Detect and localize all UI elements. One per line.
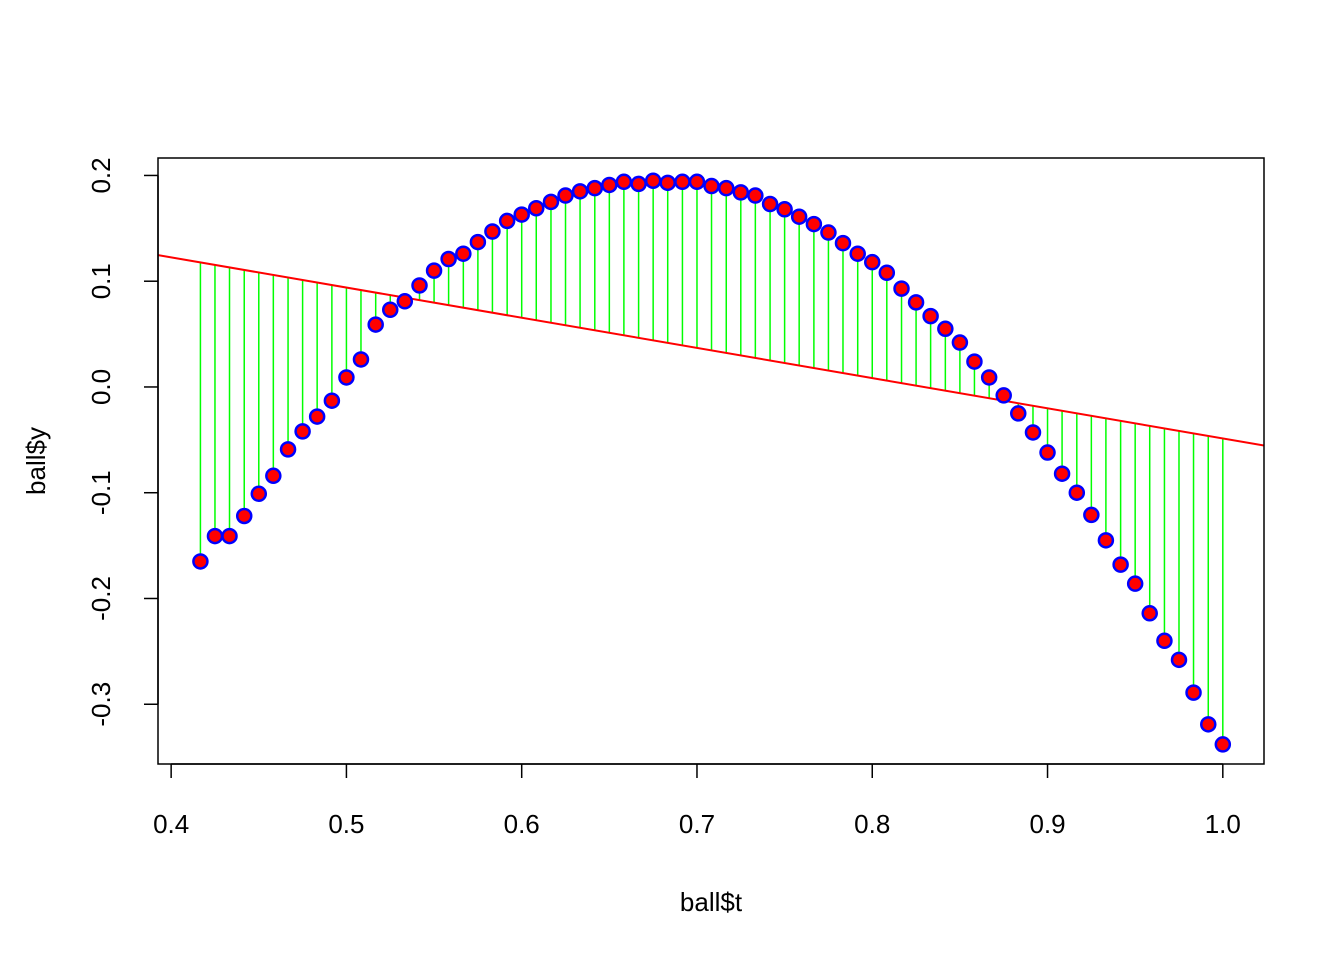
- data-point: [1039, 444, 1056, 461]
- data-point: [864, 253, 881, 271]
- data-point: [308, 408, 326, 425]
- data-point: [352, 351, 370, 368]
- y-tick-label: 0.1: [86, 263, 116, 299]
- data-point: [221, 527, 238, 545]
- y-axis: 0.2 0.1 0.0 -0.1 -0.2 -0.3: [86, 157, 159, 727]
- data-point: [790, 208, 808, 225]
- data-point: [192, 553, 209, 570]
- data-point: [1053, 465, 1071, 482]
- data-point: [1214, 736, 1232, 753]
- regression-line: [158, 254, 1264, 447]
- x-tick-label: 0.6: [504, 809, 540, 839]
- data-point: [206, 527, 224, 545]
- data-point: [498, 212, 516, 230]
- data-point: [1141, 605, 1158, 622]
- data-point: [1068, 484, 1086, 501]
- data-point: [1126, 575, 1144, 592]
- data-point: [688, 173, 706, 191]
- data-point: [878, 264, 896, 281]
- residual-lines: [199, 180, 1224, 745]
- data-point: [951, 334, 969, 351]
- data-point: [250, 485, 268, 503]
- data-point: [966, 353, 983, 370]
- data-point: [557, 187, 574, 204]
- data-point: [294, 423, 311, 440]
- data-point: [396, 293, 414, 310]
- data-point: [425, 262, 443, 279]
- data-point: [1024, 424, 1042, 441]
- data-point: [586, 179, 604, 197]
- data-point: [601, 176, 618, 194]
- data-point: [674, 173, 691, 191]
- data-point: [995, 387, 1012, 404]
- data-point: [893, 280, 910, 297]
- data-point: [1097, 532, 1115, 549]
- data-point: [323, 392, 341, 409]
- data-point: [834, 234, 852, 252]
- data-point: [469, 233, 487, 251]
- data-point: [527, 199, 545, 217]
- data-point: [615, 173, 633, 191]
- data-point: [367, 316, 384, 333]
- data-point: [761, 195, 779, 213]
- x-tick-label: 1.0: [1205, 809, 1241, 839]
- data-point: [776, 201, 793, 218]
- y-tick-label: -0.1: [86, 470, 116, 515]
- data-point: [440, 250, 457, 268]
- data-point: [849, 245, 866, 262]
- data-point: [513, 206, 530, 223]
- data-point: [1010, 405, 1027, 422]
- x-tick-label: 0.5: [328, 809, 364, 839]
- x-axis: 0.4 0.5 0.6 0.7 0.8 0.9 1.0: [153, 763, 1241, 839]
- y-tick-label: 0.0: [86, 369, 116, 405]
- data-point: [411, 277, 428, 294]
- x-tick-label: 0.4: [153, 809, 189, 839]
- data-point: [381, 301, 399, 319]
- data-point: [630, 175, 647, 193]
- data-point: [265, 467, 282, 485]
- y-axis-label: ball$y: [21, 427, 51, 495]
- x-tick-label: 0.8: [854, 809, 890, 839]
- data-point: [907, 294, 925, 311]
- data-point: [747, 187, 764, 204]
- data-point: [659, 174, 676, 192]
- data-point: [571, 183, 589, 200]
- data-point: [805, 215, 823, 233]
- data-point: [937, 320, 954, 338]
- y-tick-label: 0.2: [86, 157, 116, 193]
- data-point: [235, 507, 253, 525]
- data-point: [1170, 651, 1188, 669]
- data-points: [192, 172, 1232, 753]
- x-tick-label: 0.9: [1029, 809, 1065, 839]
- data-point: [542, 193, 560, 211]
- data-point: [820, 224, 837, 241]
- data-point: [338, 369, 355, 386]
- data-point: [717, 179, 735, 197]
- data-point: [1200, 716, 1217, 733]
- data-point: [1185, 684, 1202, 701]
- data-point: [484, 223, 501, 240]
- data-point: [1083, 506, 1100, 524]
- data-point: [980, 369, 998, 386]
- y-tick-label: -0.3: [86, 682, 116, 727]
- x-axis-label: ball$t: [680, 887, 743, 917]
- data-point: [703, 177, 720, 195]
- data-point: [279, 441, 297, 458]
- data-point: [1156, 632, 1173, 650]
- y-tick-label: -0.2: [86, 576, 116, 621]
- data-point: [1112, 556, 1129, 573]
- data-point: [455, 245, 472, 262]
- data-point: [732, 184, 750, 201]
- x-tick-label: 0.7: [679, 809, 715, 839]
- data-point: [922, 307, 939, 325]
- data-point: [644, 172, 662, 189]
